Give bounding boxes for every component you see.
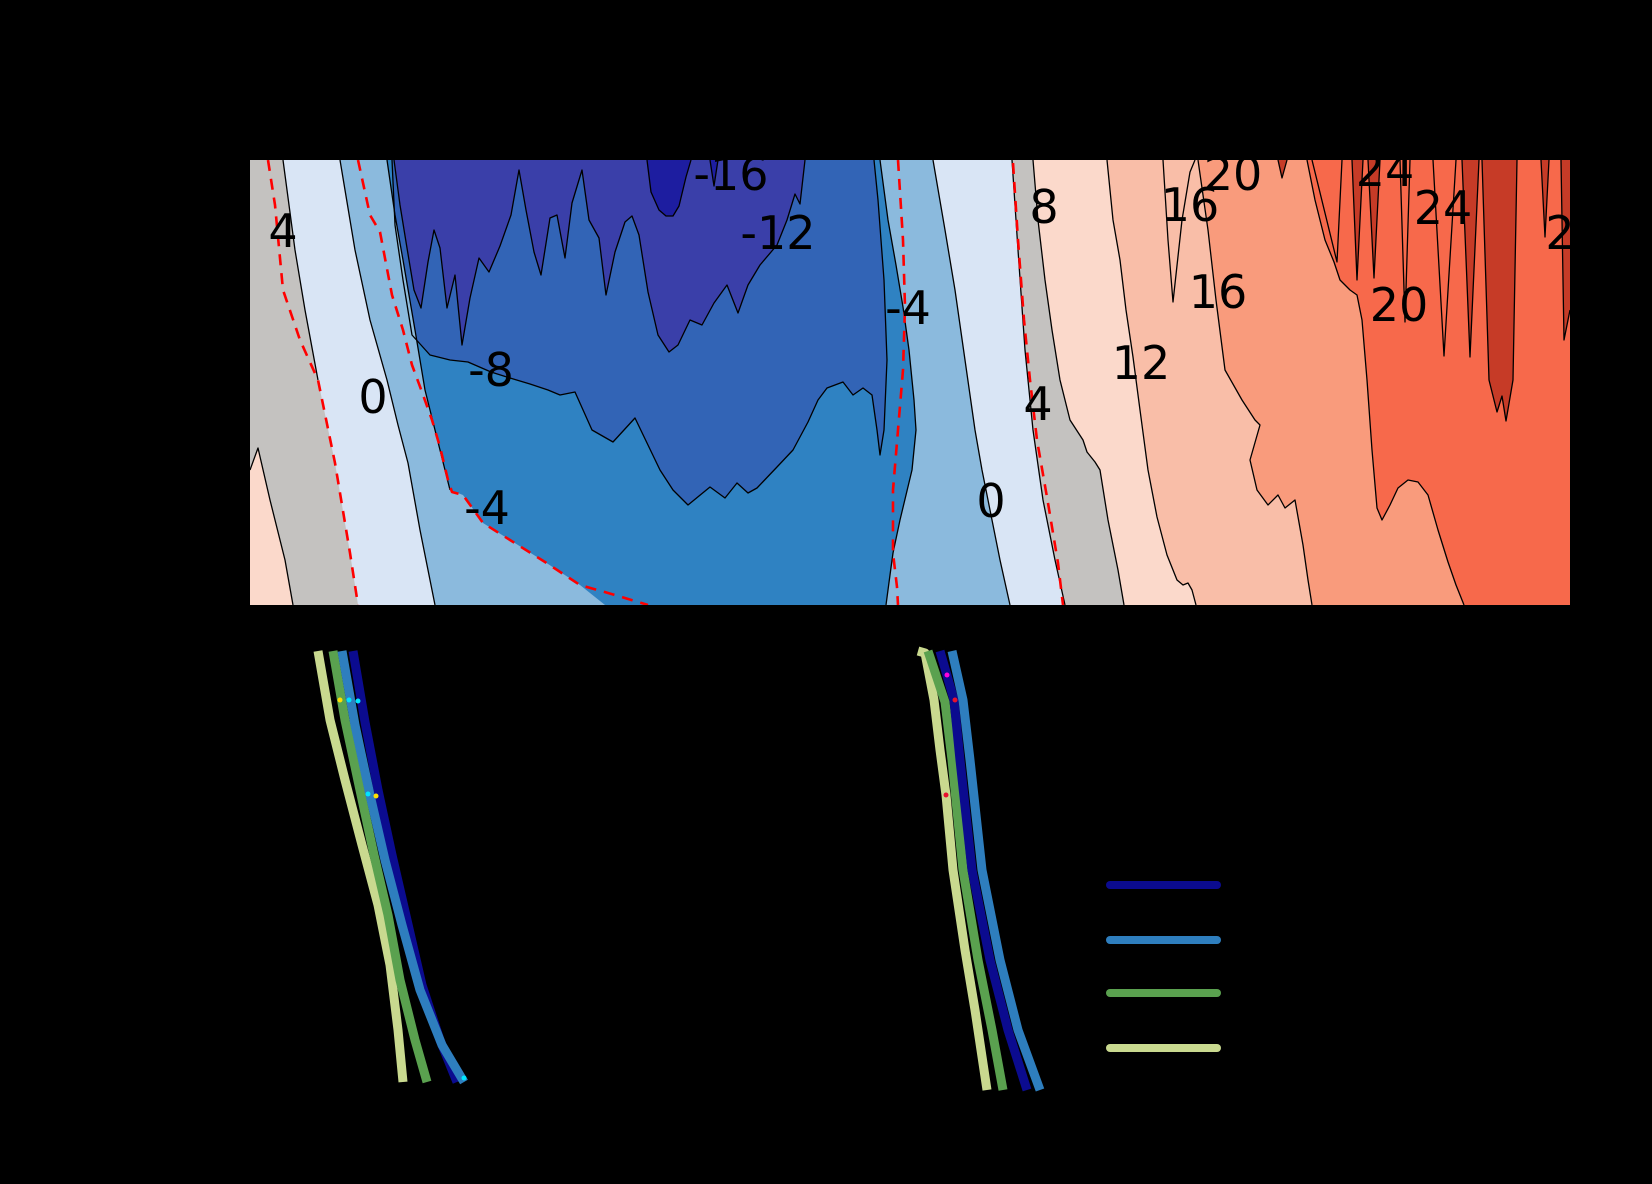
contour-band-8 <box>250 448 293 605</box>
marker-dot-0-1 <box>346 697 352 703</box>
contour-line-15 <box>1306 160 1465 605</box>
contour-line-5 <box>339 160 436 605</box>
dashed-isoline-3 <box>1011 162 1065 605</box>
marker-dot-1-2 <box>943 792 949 798</box>
contour-label-0: 4 <box>268 204 297 258</box>
contour-band-20 <box>1462 160 1479 357</box>
contour-label-8: 8 <box>1029 180 1058 234</box>
profile-line-green <box>328 650 432 1084</box>
contour-line-6 <box>282 160 319 381</box>
contour-line-14 <box>1162 160 1196 303</box>
contour-line-9 <box>932 160 1011 605</box>
right-profile-panel <box>916 646 1045 1092</box>
contour-line-7 <box>250 447 294 605</box>
legend <box>1106 881 1221 1052</box>
contour-line-22 <box>1560 160 1570 341</box>
contour-line-10 <box>1011 160 1066 605</box>
contour-label-12: 16 <box>1189 265 1248 319</box>
contour-label-7: 0 <box>976 474 1005 528</box>
contour-line-23 <box>1311 160 1343 263</box>
contour-band-3 <box>647 160 691 216</box>
profile-line-blue <box>337 650 468 1085</box>
contour-label-14: 24 <box>1356 143 1415 197</box>
contour-label-15: 24 <box>1414 181 1473 235</box>
contour-band-2 <box>394 160 805 352</box>
contour-line-12 <box>1106 160 1197 605</box>
contour-line-4 <box>386 160 451 491</box>
contour-label-4: -16 <box>693 147 768 201</box>
contour-label-2: -8 <box>468 343 514 397</box>
profile-panels <box>313 646 1045 1092</box>
marker-dot-0-2 <box>355 698 361 704</box>
contour-line-2 <box>646 160 692 217</box>
contour-line-1 <box>393 160 806 353</box>
contour-label-16: 20 <box>1370 278 1429 332</box>
contour-band-19 <box>1368 160 1380 278</box>
contour-label-1: 0 <box>358 370 387 424</box>
profile-line-light-green <box>313 650 408 1083</box>
contour-band-4 <box>710 160 718 186</box>
contour-band-7 <box>250 160 358 605</box>
contour-label-11: 16 <box>1161 178 1220 232</box>
profile-line-green <box>923 649 1008 1091</box>
contour-label-10: 20 <box>1204 147 1263 201</box>
contour-line-3 <box>709 160 719 187</box>
dashed-isoline-2 <box>891 160 907 605</box>
contour-label-6: -4 <box>885 281 931 335</box>
contour-label-17: 2 <box>1545 206 1574 260</box>
profile-line-blue <box>947 650 1045 1092</box>
contour-line-21 <box>1540 160 1550 238</box>
marker-dot-1-1 <box>952 697 958 703</box>
contour-line-17 <box>1351 160 1364 281</box>
contour-line-25 <box>1432 160 1457 357</box>
contour-band-21 <box>1482 160 1517 421</box>
dashed-isoline-0 <box>266 160 360 605</box>
contour-line-19 <box>1461 160 1480 358</box>
contour-line-24 <box>1399 160 1411 323</box>
contour-band-22 <box>1541 160 1549 237</box>
contour-label-5: -12 <box>740 206 815 260</box>
marker-dot-0-0 <box>337 697 343 703</box>
marker-dot-0-4 <box>373 793 379 799</box>
contour-band-17 <box>1278 160 1287 178</box>
contour-line-0 <box>391 160 888 506</box>
contour-line-20 <box>1481 160 1518 422</box>
contour-line-18 <box>1367 160 1381 279</box>
contour-label-13: 12 <box>1112 336 1171 390</box>
left-profile-panel <box>313 650 468 1085</box>
contour-band-18 <box>1352 160 1363 280</box>
marker-dot-0-5 <box>461 1075 467 1081</box>
marker-dot-0-3 <box>365 791 371 797</box>
marker-dot-1-0 <box>944 672 950 678</box>
contour-label-3: -4 <box>464 481 510 535</box>
contour-line-16 <box>1277 160 1288 179</box>
contour-line-11 <box>1032 160 1125 605</box>
contour-line-13 <box>1197 160 1313 605</box>
contour-label-9: 4 <box>1023 377 1052 431</box>
contour-line-8 <box>879 160 917 605</box>
contour-band-15 <box>1163 160 1195 302</box>
